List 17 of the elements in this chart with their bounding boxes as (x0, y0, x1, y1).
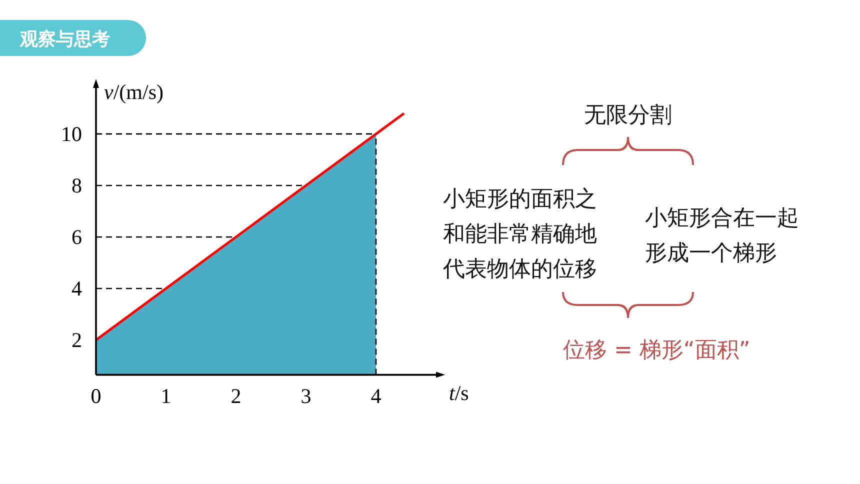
x-axis-title: t/s (449, 380, 469, 405)
chart-title: 观察与思考 (19, 29, 110, 50)
x-tick-label: 0 (90, 384, 102, 408)
text: 小矩形的面积之和能非常精确地代表物体的位移 (442, 187, 597, 282)
text: 无限分割 (584, 103, 672, 128)
x-tick-label: 2 (230, 384, 242, 408)
y-tick-label: 10 (61, 122, 82, 146)
x-tick-label: 4 (370, 384, 382, 408)
y-tick-label: 8 (72, 173, 82, 198)
x-tick-label: 1 (160, 384, 172, 408)
y-tick-label: 4 (72, 276, 82, 301)
y-axis-title: v/(m/s) (104, 80, 164, 104)
y-tick-label: 2 (72, 328, 82, 352)
y-tick-label: 6 (72, 224, 82, 249)
x-tick-label: 3 (300, 384, 312, 408)
text: 小矩形合在一起形成一个梯形 (645, 206, 799, 266)
text: 位移 = 梯形“面积” (563, 338, 750, 363)
